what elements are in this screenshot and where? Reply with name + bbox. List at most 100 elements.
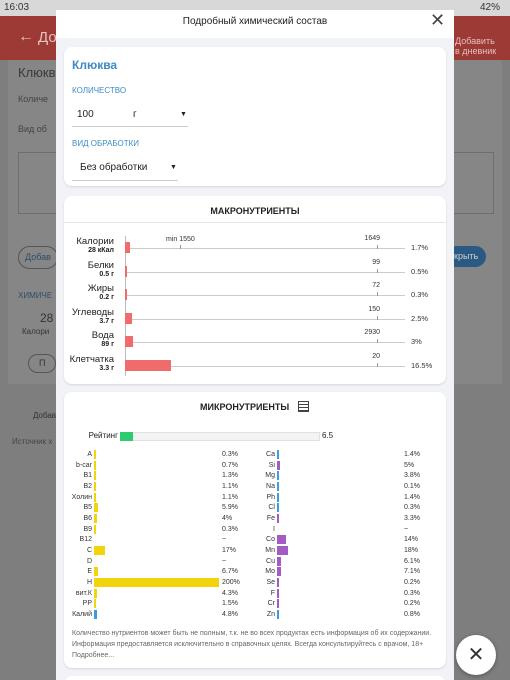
status-time: 16:03 <box>4 2 30 13</box>
micro-bar <box>94 578 219 588</box>
micro-name: Cu <box>266 557 275 565</box>
bg-proc: Вид об <box>18 124 47 134</box>
min-label: min 1550 <box>166 236 195 243</box>
bg-add-btn[interactable]: Добав <box>18 246 58 269</box>
micro-name: Cr <box>267 600 275 608</box>
micro-bar <box>94 610 97 620</box>
divider <box>64 222 446 223</box>
dropdown-arrow: ▼ <box>180 111 187 118</box>
micro-percent: 1.4% <box>404 493 420 501</box>
micro-name: Mn <box>265 547 275 555</box>
macro-bar <box>125 336 134 348</box>
macro-percent: 0.5% <box>411 266 429 276</box>
app-title: До <box>38 29 57 46</box>
micro-percent: ~ <box>404 525 409 533</box>
bg-add2[interactable]: Добав <box>33 411 57 420</box>
back-arrow[interactable]: ← <box>18 28 34 45</box>
macro-norm: 72 <box>372 282 380 290</box>
micro-bar <box>277 588 279 598</box>
micro-percent: 0.7% <box>222 461 238 469</box>
micro-percent: 4.3% <box>222 589 238 597</box>
bg-cal-label: Калори <box>22 327 50 336</box>
micro-bar <box>277 567 282 577</box>
rating-label: Рейтинг <box>88 431 118 440</box>
micro-name: Cl <box>268 504 275 512</box>
bg-chem: ХИМИЧЕ <box>18 291 53 300</box>
micro-percent: 4% <box>222 515 233 523</box>
micro-name: B9 <box>83 525 92 533</box>
macro-amount: 3.7 г <box>99 317 114 325</box>
fab-close[interactable]: ✕ <box>456 635 496 675</box>
micro-bar <box>94 567 99 577</box>
micro-name: B1 <box>83 472 92 480</box>
macro-percent: 0.3% <box>411 290 429 300</box>
macro-norm: 1649 <box>364 235 380 242</box>
micro-percent: 1.4% <box>404 451 420 458</box>
micro-bar <box>277 450 279 459</box>
micro-bar <box>94 471 96 481</box>
micro-bar <box>94 503 98 513</box>
micro-bar <box>94 460 96 470</box>
track <box>125 271 405 273</box>
micro-name: A <box>87 451 92 458</box>
micro-name: Fe <box>266 515 275 523</box>
add-diary-1[interactable]: Добавить <box>455 36 495 46</box>
bg-btn-p[interactable]: П <box>28 354 57 373</box>
macro-norm: 150 <box>368 305 380 313</box>
quantity-input[interactable]: 100 <box>77 109 94 120</box>
micro-name: H <box>86 579 92 587</box>
micro-name: Холин <box>71 493 92 501</box>
micro-percent: 6.7% <box>222 568 238 576</box>
micro-percent: 5% <box>404 461 415 469</box>
macro-name: Вода <box>91 330 114 342</box>
unit-select[interactable]: г <box>133 109 137 120</box>
micro-name: B2 <box>83 483 92 490</box>
micro-name: Mg <box>265 472 275 480</box>
track <box>125 295 405 297</box>
micro-bar <box>277 503 279 513</box>
micro-bar <box>277 514 280 524</box>
macro-bar <box>125 289 127 301</box>
dropdown-arrow: ▼ <box>170 164 177 171</box>
bg-name: Клюкв <box>18 65 56 80</box>
macro-bar <box>125 242 130 253</box>
bg-qty: Количе <box>18 94 49 104</box>
micro-name: B12 <box>79 536 92 544</box>
micro-bar <box>94 588 97 598</box>
bg-open-btn[interactable]: крыть <box>446 246 487 267</box>
micro-percent: 14% <box>404 536 419 544</box>
norm-tick <box>377 363 378 367</box>
rating-bar <box>120 432 133 441</box>
micro-bar <box>277 471 280 481</box>
macro-amount: 3.3 г <box>99 365 114 372</box>
min-tick <box>180 245 181 249</box>
norm-tick <box>377 245 378 249</box>
micro-name: I <box>273 525 275 533</box>
micro-bar <box>94 514 97 524</box>
micro-percent: 7.1% <box>404 568 420 576</box>
axis-line <box>125 236 126 376</box>
status-battery: 42% <box>480 2 501 13</box>
macro-name: Углеводы <box>71 306 114 318</box>
micro-name: F <box>270 589 275 597</box>
micro-note: Количество нутриентов может быть не полн… <box>72 630 432 659</box>
micro-name: Калий <box>72 611 92 619</box>
bg-source: Источник х <box>12 437 53 446</box>
micro-name: Mo <box>265 568 275 576</box>
processing-select[interactable]: Без обработки <box>80 162 148 173</box>
micro-name: C <box>86 547 92 555</box>
micro-name: Si <box>268 461 275 469</box>
quantity-label: КОЛИЧЕСТВО <box>72 86 127 95</box>
micro-percent: 3.8% <box>404 472 420 480</box>
micro-bar <box>94 482 96 491</box>
rating-track <box>120 432 320 441</box>
modal-header <box>56 10 454 38</box>
micro-bar <box>277 482 279 491</box>
table-icon[interactable] <box>298 401 309 412</box>
add-diary-2[interactable]: в дневник <box>455 46 497 56</box>
micro-percent: 200% <box>222 579 240 587</box>
close-btn[interactable]: ✕ <box>430 10 446 30</box>
macro-percent: 16.5% <box>411 361 433 370</box>
processing-label: ВИД ОБРАБОТКИ <box>72 139 140 148</box>
